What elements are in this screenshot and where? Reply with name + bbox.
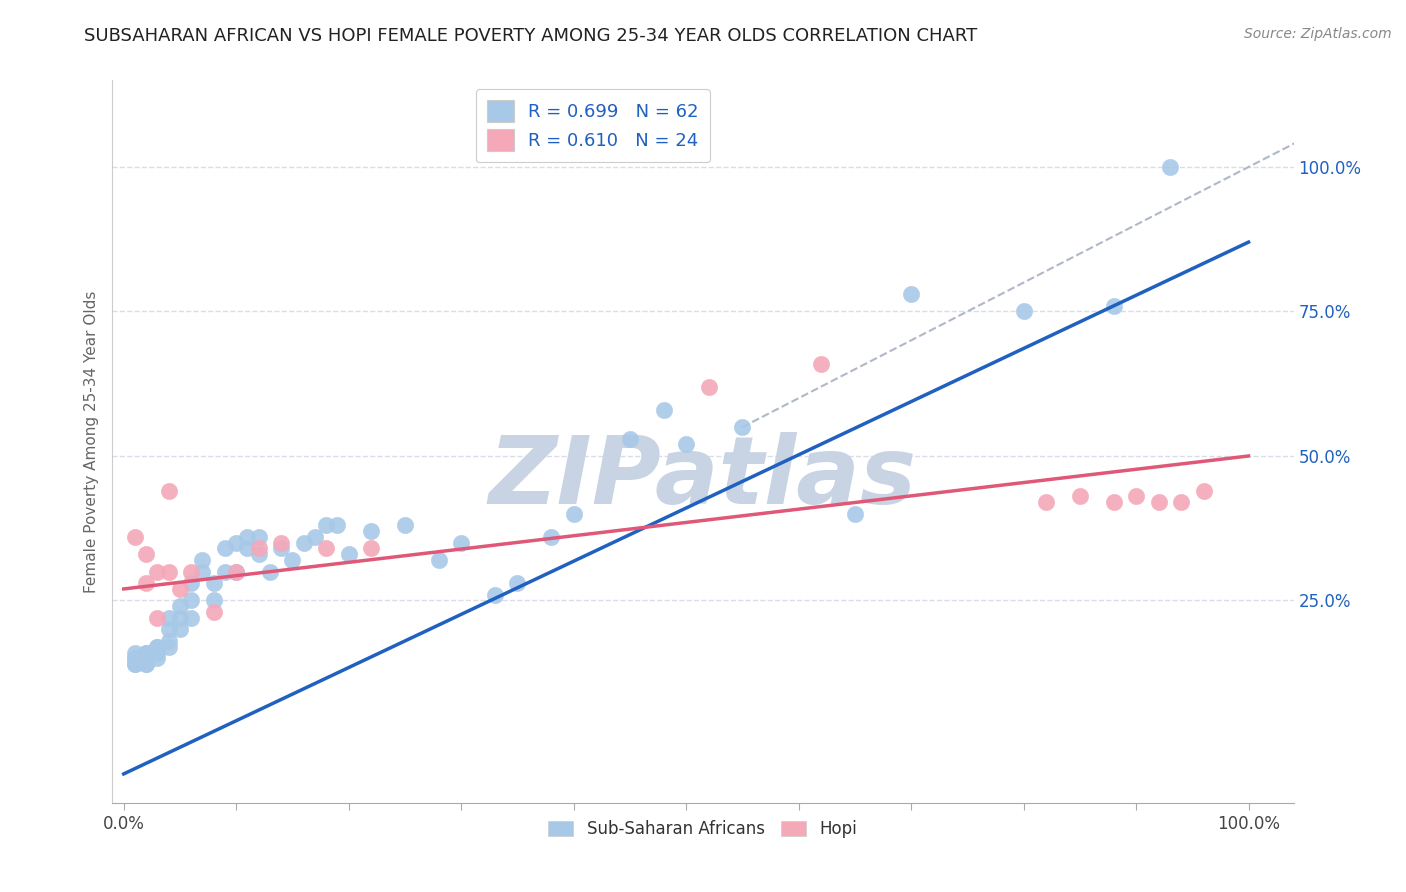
Point <box>191 553 214 567</box>
Point <box>731 420 754 434</box>
Point <box>1102 495 1125 509</box>
Point <box>135 646 157 660</box>
Point <box>259 565 281 579</box>
Point <box>146 565 169 579</box>
Point <box>236 530 259 544</box>
Point <box>169 599 191 614</box>
Point <box>146 646 169 660</box>
Point <box>304 530 326 544</box>
Point <box>157 634 180 648</box>
Point <box>225 565 247 579</box>
Point <box>484 588 506 602</box>
Point <box>394 518 416 533</box>
Point <box>1159 160 1181 174</box>
Point <box>124 651 146 665</box>
Point <box>169 611 191 625</box>
Point <box>1012 304 1035 318</box>
Point <box>157 623 180 637</box>
Point <box>124 530 146 544</box>
Point <box>135 576 157 591</box>
Point <box>135 651 157 665</box>
Point <box>1035 495 1057 509</box>
Point <box>1192 483 1215 498</box>
Point <box>281 553 304 567</box>
Point <box>202 605 225 619</box>
Point <box>135 657 157 671</box>
Point <box>270 535 292 549</box>
Point <box>562 507 585 521</box>
Text: ZIPatlas: ZIPatlas <box>489 432 917 524</box>
Point <box>292 535 315 549</box>
Point <box>844 507 866 521</box>
Point <box>337 547 360 561</box>
Point <box>146 651 169 665</box>
Point <box>810 357 832 371</box>
Point <box>1147 495 1170 509</box>
Point <box>146 640 169 654</box>
Point <box>315 518 337 533</box>
Point <box>1069 490 1091 504</box>
Point <box>124 657 146 671</box>
Point <box>169 623 191 637</box>
Point <box>247 541 270 556</box>
Point <box>225 535 247 549</box>
Point <box>270 541 292 556</box>
Point <box>180 593 202 607</box>
Point <box>1170 495 1192 509</box>
Point <box>202 593 225 607</box>
Point <box>191 565 214 579</box>
Point <box>506 576 529 591</box>
Point <box>124 651 146 665</box>
Point <box>697 379 720 393</box>
Point <box>652 402 675 417</box>
Point <box>124 646 146 660</box>
Point <box>315 541 337 556</box>
Y-axis label: Female Poverty Among 25-34 Year Olds: Female Poverty Among 25-34 Year Olds <box>83 291 98 592</box>
Point <box>124 657 146 671</box>
Point <box>180 611 202 625</box>
Point <box>146 640 169 654</box>
Point <box>214 541 236 556</box>
Point <box>1125 490 1147 504</box>
Legend: Sub-Saharan Africans, Hopi: Sub-Saharan Africans, Hopi <box>541 814 865 845</box>
Point <box>247 530 270 544</box>
Point <box>360 541 382 556</box>
Point <box>169 582 191 596</box>
Point <box>135 651 157 665</box>
Point <box>900 287 922 301</box>
Point <box>135 657 157 671</box>
Point <box>135 646 157 660</box>
Point <box>180 576 202 591</box>
Point <box>360 524 382 538</box>
Point <box>450 535 472 549</box>
Point <box>427 553 450 567</box>
Point <box>180 565 202 579</box>
Point <box>202 576 225 591</box>
Point <box>247 547 270 561</box>
Point <box>157 640 180 654</box>
Point <box>157 483 180 498</box>
Point <box>540 530 562 544</box>
Point <box>135 547 157 561</box>
Point <box>157 611 180 625</box>
Text: Source: ZipAtlas.com: Source: ZipAtlas.com <box>1244 27 1392 41</box>
Point <box>225 565 247 579</box>
Text: SUBSAHARAN AFRICAN VS HOPI FEMALE POVERTY AMONG 25-34 YEAR OLDS CORRELATION CHAR: SUBSAHARAN AFRICAN VS HOPI FEMALE POVERT… <box>84 27 977 45</box>
Point <box>236 541 259 556</box>
Point <box>157 565 180 579</box>
Point <box>619 432 641 446</box>
Point <box>326 518 349 533</box>
Point <box>1102 299 1125 313</box>
Point <box>675 437 697 451</box>
Point <box>146 611 169 625</box>
Point <box>214 565 236 579</box>
